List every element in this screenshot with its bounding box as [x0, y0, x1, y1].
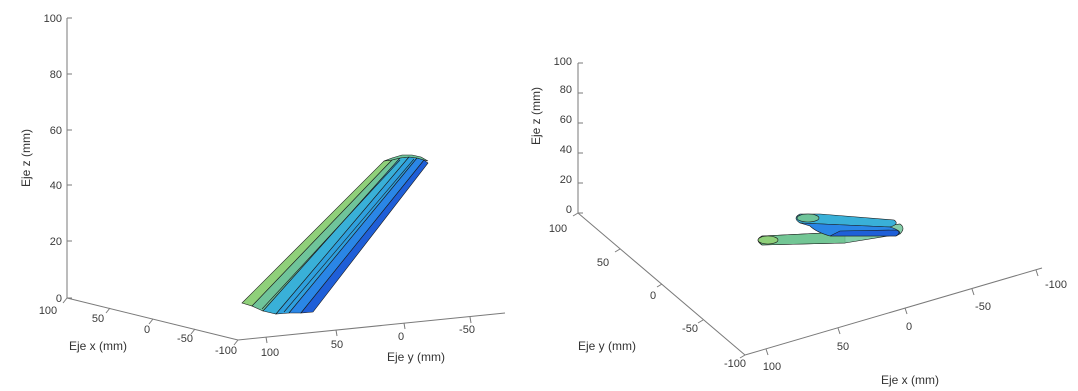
- right-y-tick-mark: [614, 248, 621, 253]
- left-surface-ridge: [283, 158, 415, 313]
- right-y-axis-label: Eje y (mm): [578, 339, 636, 353]
- right-surface: [757, 213, 904, 246]
- right-z-tick-label: 20: [560, 174, 572, 186]
- left-x-tick-mark: [190, 328, 196, 335]
- left-y-axis: [237, 312, 506, 341]
- right-y-tick-label: 0: [650, 290, 656, 302]
- left-x-ticks: 100 50 0 -50 -100: [39, 297, 239, 357]
- right-z-tick-label: 100: [554, 56, 572, 68]
- right-x-axis-label: Eje x (mm): [881, 373, 939, 387]
- right-y-tick-label: -100: [724, 358, 746, 370]
- left-y-tick-label: 50: [331, 339, 343, 351]
- right-x-ticks: 100 50 0 -50 -100: [763, 269, 1067, 373]
- left-x-tick-mark: [105, 307, 111, 314]
- left-surface: [241, 154, 429, 315]
- right-y-tick-mark: [656, 283, 663, 288]
- right-y-tick-label: -50: [682, 323, 698, 335]
- left-z-tick-label: 60: [50, 125, 62, 137]
- left-z-tick-label: 20: [50, 236, 62, 248]
- left-y-axis-label: Eje y (mm): [387, 350, 445, 364]
- left-z-tick-label: 100: [44, 13, 62, 25]
- right-x-tick-mark: [1035, 269, 1039, 277]
- left-z-axis-label: Eje z (mm): [19, 129, 33, 187]
- left-y-tick-label: 100: [261, 347, 279, 359]
- right-z-tick-label: 80: [560, 84, 572, 96]
- left-z-tick-label: 0: [56, 293, 62, 305]
- left-z-tick-label: 80: [50, 69, 62, 81]
- left-x-tick-label: -50: [177, 333, 193, 345]
- left-x-tick-mark: [62, 297, 68, 304]
- right-x-tick-label: -100: [1045, 279, 1067, 291]
- right-x-axis: [744, 267, 1043, 356]
- left-y-tick-label: -50: [459, 324, 475, 336]
- right-plot: 0 20 40 60 80 100 100 50 0 -50 -100: [529, 56, 1067, 387]
- left-surface-ridge: [261, 159, 401, 310]
- right-y-tick-mark: [697, 319, 704, 324]
- left-surface-cap: [383, 154, 429, 162]
- left-y-tick-label: 0: [398, 331, 404, 343]
- left-z-ticks: 0 20 40 60 80 100: [44, 13, 72, 305]
- right-z-axis-label: Eje z (mm): [529, 87, 543, 145]
- right-y-ticks: 100 50 0 -50 -100: [549, 212, 746, 370]
- left-x-tick-label: 50: [92, 313, 104, 325]
- left-surface-face: [300, 159, 429, 314]
- left-y-tick-mark: [265, 336, 268, 344]
- right-y-tick-label: 50: [597, 257, 609, 269]
- right-z-tick-label: 40: [560, 144, 572, 156]
- left-x-tick-mark: [233, 339, 239, 346]
- right-surface-cap: [796, 213, 820, 223]
- right-x-tick-mark: [837, 327, 841, 335]
- left-y-tick-mark: [403, 322, 406, 330]
- right-x-tick-label: -50: [975, 301, 991, 313]
- right-x-tick-mark: [765, 348, 769, 356]
- left-surface-face: [262, 156, 410, 315]
- left-y-tick-mark: [335, 329, 338, 337]
- right-y-tick-mark: [572, 212, 579, 217]
- left-z-tick-label: 40: [50, 180, 62, 192]
- left-x-tick-mark: [148, 318, 154, 325]
- right-surface-face: [829, 229, 900, 237]
- right-x-tick-label: 100: [763, 361, 781, 373]
- left-x-tick-label: 0: [144, 324, 150, 336]
- right-z-ticks: 0 20 40 60 80 100: [554, 56, 583, 216]
- left-x-tick-label: -100: [215, 345, 237, 357]
- right-x-tick-mark: [971, 288, 975, 296]
- right-x-tick-label: 50: [837, 341, 849, 353]
- right-surface-cap: [757, 235, 779, 245]
- left-y-tick-mark: [469, 316, 472, 324]
- right-y-tick-mark: [739, 354, 746, 359]
- left-x-axis-label: Eje x (mm): [69, 339, 127, 353]
- right-x-tick-label: 0: [906, 321, 912, 333]
- right-x-tick-mark: [904, 307, 908, 315]
- right-z-tick-label: 60: [560, 114, 572, 126]
- right-y-tick-label: 100: [549, 223, 567, 235]
- left-plot: 0 20 40 60 80 100 100 50 0 -50 -100 100: [19, 13, 506, 364]
- left-x-tick-label: 100: [39, 305, 57, 317]
- left-y-ticks: 100 50 0 -50: [261, 316, 475, 359]
- right-z-tick-label: 0: [566, 204, 572, 216]
